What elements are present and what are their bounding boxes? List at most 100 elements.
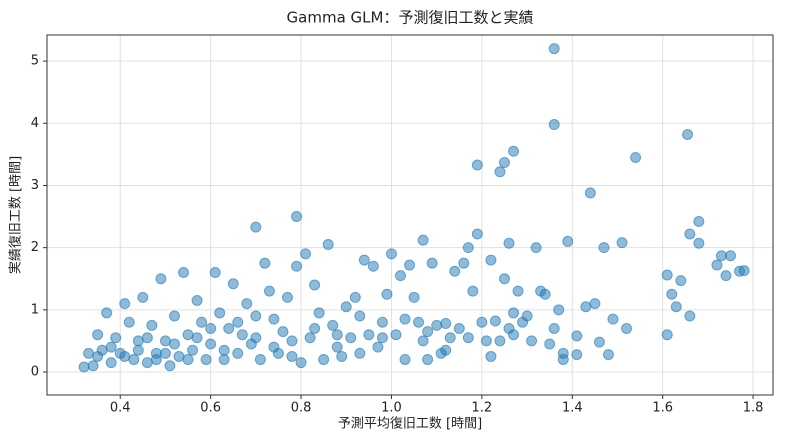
point: [426, 257, 438, 269]
point: [227, 278, 239, 290]
point: [83, 347, 95, 359]
point: [539, 288, 551, 300]
point: [141, 357, 153, 369]
point: [87, 360, 99, 372]
point: [498, 156, 510, 168]
point: [517, 316, 529, 328]
x-tick-label: 1.6: [652, 401, 673, 416]
point: [336, 350, 348, 362]
point: [191, 294, 203, 306]
point: [232, 316, 244, 328]
x-tick-label: 1.4: [562, 401, 583, 416]
point: [277, 326, 289, 338]
point: [449, 265, 461, 277]
point: [471, 228, 483, 240]
point: [354, 310, 366, 322]
point: [164, 360, 176, 372]
point: [286, 335, 298, 347]
point: [313, 307, 325, 319]
point: [376, 316, 388, 328]
point: [462, 332, 474, 344]
point: [607, 313, 619, 325]
point: [146, 319, 158, 331]
point: [682, 128, 694, 140]
point: [173, 350, 185, 362]
point: [467, 285, 479, 297]
point: [725, 250, 737, 262]
point: [498, 273, 510, 285]
x-tick-label: 0.6: [200, 401, 221, 416]
point: [526, 335, 538, 347]
y-axis-label: 実績復旧工数 [時間]: [8, 156, 24, 274]
point: [385, 248, 397, 260]
point: [254, 354, 266, 366]
point: [105, 357, 117, 369]
point: [286, 350, 298, 362]
point: [367, 260, 379, 272]
point: [137, 291, 149, 303]
point: [413, 316, 425, 328]
point: [241, 298, 253, 310]
point: [78, 361, 90, 373]
point: [123, 316, 135, 328]
point: [178, 267, 190, 279]
point: [300, 248, 312, 260]
point: [340, 301, 352, 313]
point: [309, 279, 321, 291]
point: [494, 335, 506, 347]
point: [584, 187, 596, 199]
point: [508, 145, 520, 157]
x-tick-label: 0.8: [291, 401, 312, 416]
point: [372, 341, 384, 353]
point: [580, 301, 592, 313]
point: [376, 332, 388, 344]
point: [268, 341, 280, 353]
point: [381, 288, 393, 300]
x-tick-label: 0.4: [110, 401, 131, 416]
point: [363, 329, 375, 341]
point: [209, 267, 221, 279]
point: [548, 119, 560, 131]
point: [417, 335, 429, 347]
point: [661, 329, 673, 341]
point: [354, 347, 366, 359]
point: [562, 235, 574, 247]
point: [168, 338, 180, 350]
point: [598, 242, 610, 254]
point: [223, 322, 235, 334]
point: [291, 211, 303, 223]
point: [155, 273, 167, 285]
y-tick-label: 0: [31, 364, 39, 379]
point: [548, 322, 560, 334]
point: [557, 347, 569, 359]
point: [259, 257, 271, 269]
point: [232, 347, 244, 359]
point: [408, 291, 420, 303]
point: [318, 354, 330, 366]
point: [485, 350, 497, 362]
point: [349, 291, 361, 303]
point: [141, 332, 153, 344]
point: [331, 341, 343, 353]
point: [327, 319, 339, 331]
point: [291, 260, 303, 272]
point: [444, 332, 456, 344]
point: [218, 344, 230, 356]
point: [422, 326, 434, 338]
point: [92, 329, 104, 341]
point: [621, 322, 633, 334]
point: [345, 332, 357, 344]
point: [92, 350, 104, 362]
point: [309, 322, 321, 334]
point: [720, 270, 732, 282]
point: [431, 319, 443, 331]
point: [281, 291, 293, 303]
point: [150, 354, 162, 366]
point: [182, 354, 194, 366]
point: [571, 330, 583, 342]
point: [205, 338, 217, 350]
point: [494, 166, 506, 178]
point: [616, 237, 628, 249]
point: [200, 354, 212, 366]
point: [132, 335, 144, 347]
